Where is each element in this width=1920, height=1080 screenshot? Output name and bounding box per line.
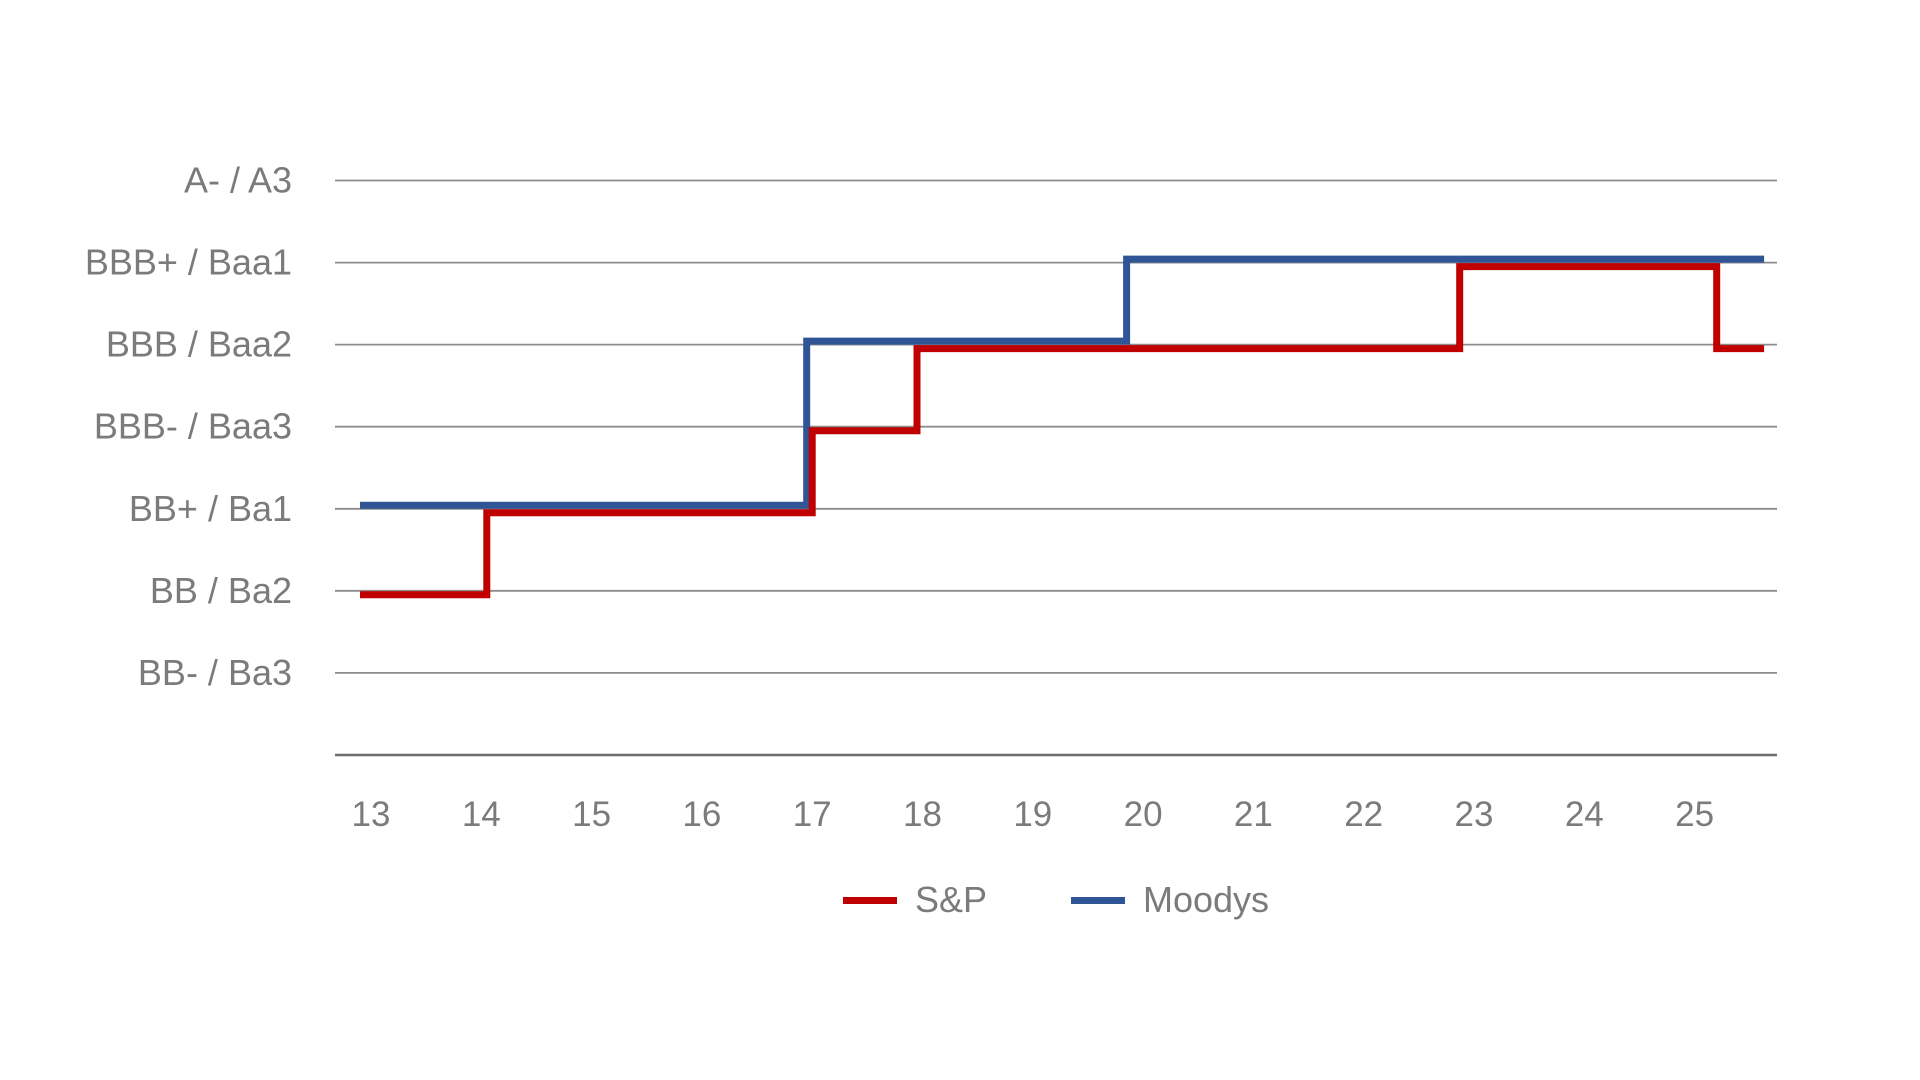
legend-item-sp: S&P — [842, 879, 987, 920]
x-axis-tick-label: 22 — [1344, 795, 1383, 834]
x-axis-tick-label: 25 — [1675, 795, 1714, 834]
chart-legend: S&P Moodys — [335, 880, 1777, 920]
legend-label-sp: S&P — [914, 879, 987, 920]
y-axis-label: BB+ / Ba1 — [129, 488, 292, 529]
legend-swatch-moodys — [1070, 896, 1125, 904]
x-axis-tick-label: 20 — [1124, 795, 1163, 834]
series-line-moodys — [360, 255, 1765, 509]
y-axis-label: BBB / Baa2 — [106, 324, 292, 365]
legend-label-moodys: Moodys — [1142, 879, 1270, 920]
x-axis-tick-label: 15 — [572, 795, 611, 834]
x-axis-tick-label: 21 — [1234, 795, 1273, 834]
y-axis-label: BBB+ / Baa1 — [85, 242, 292, 283]
y-axis-label: A- / A3 — [184, 160, 292, 201]
x-axis-tick-label: 23 — [1455, 795, 1494, 834]
y-axis-label: BB- / Ba3 — [138, 652, 292, 693]
legend-item-moodys: Moodys — [1070, 879, 1270, 920]
series-line-sp — [360, 263, 1765, 599]
x-axis-tick-label: 19 — [1013, 795, 1052, 834]
y-axis-label: BBB- / Baa3 — [94, 406, 292, 447]
legend-swatch-sp — [842, 896, 897, 904]
x-axis-tick-label: 14 — [462, 795, 501, 834]
x-axis-tick-label: 18 — [903, 795, 942, 834]
x-axis-tick-label: 24 — [1565, 795, 1604, 834]
x-axis-tick-label: 16 — [682, 795, 721, 834]
y-axis-label: BB / Ba2 — [150, 570, 292, 611]
x-axis-tick-label: 17 — [793, 795, 832, 834]
x-axis-tick-label: 13 — [352, 795, 391, 834]
